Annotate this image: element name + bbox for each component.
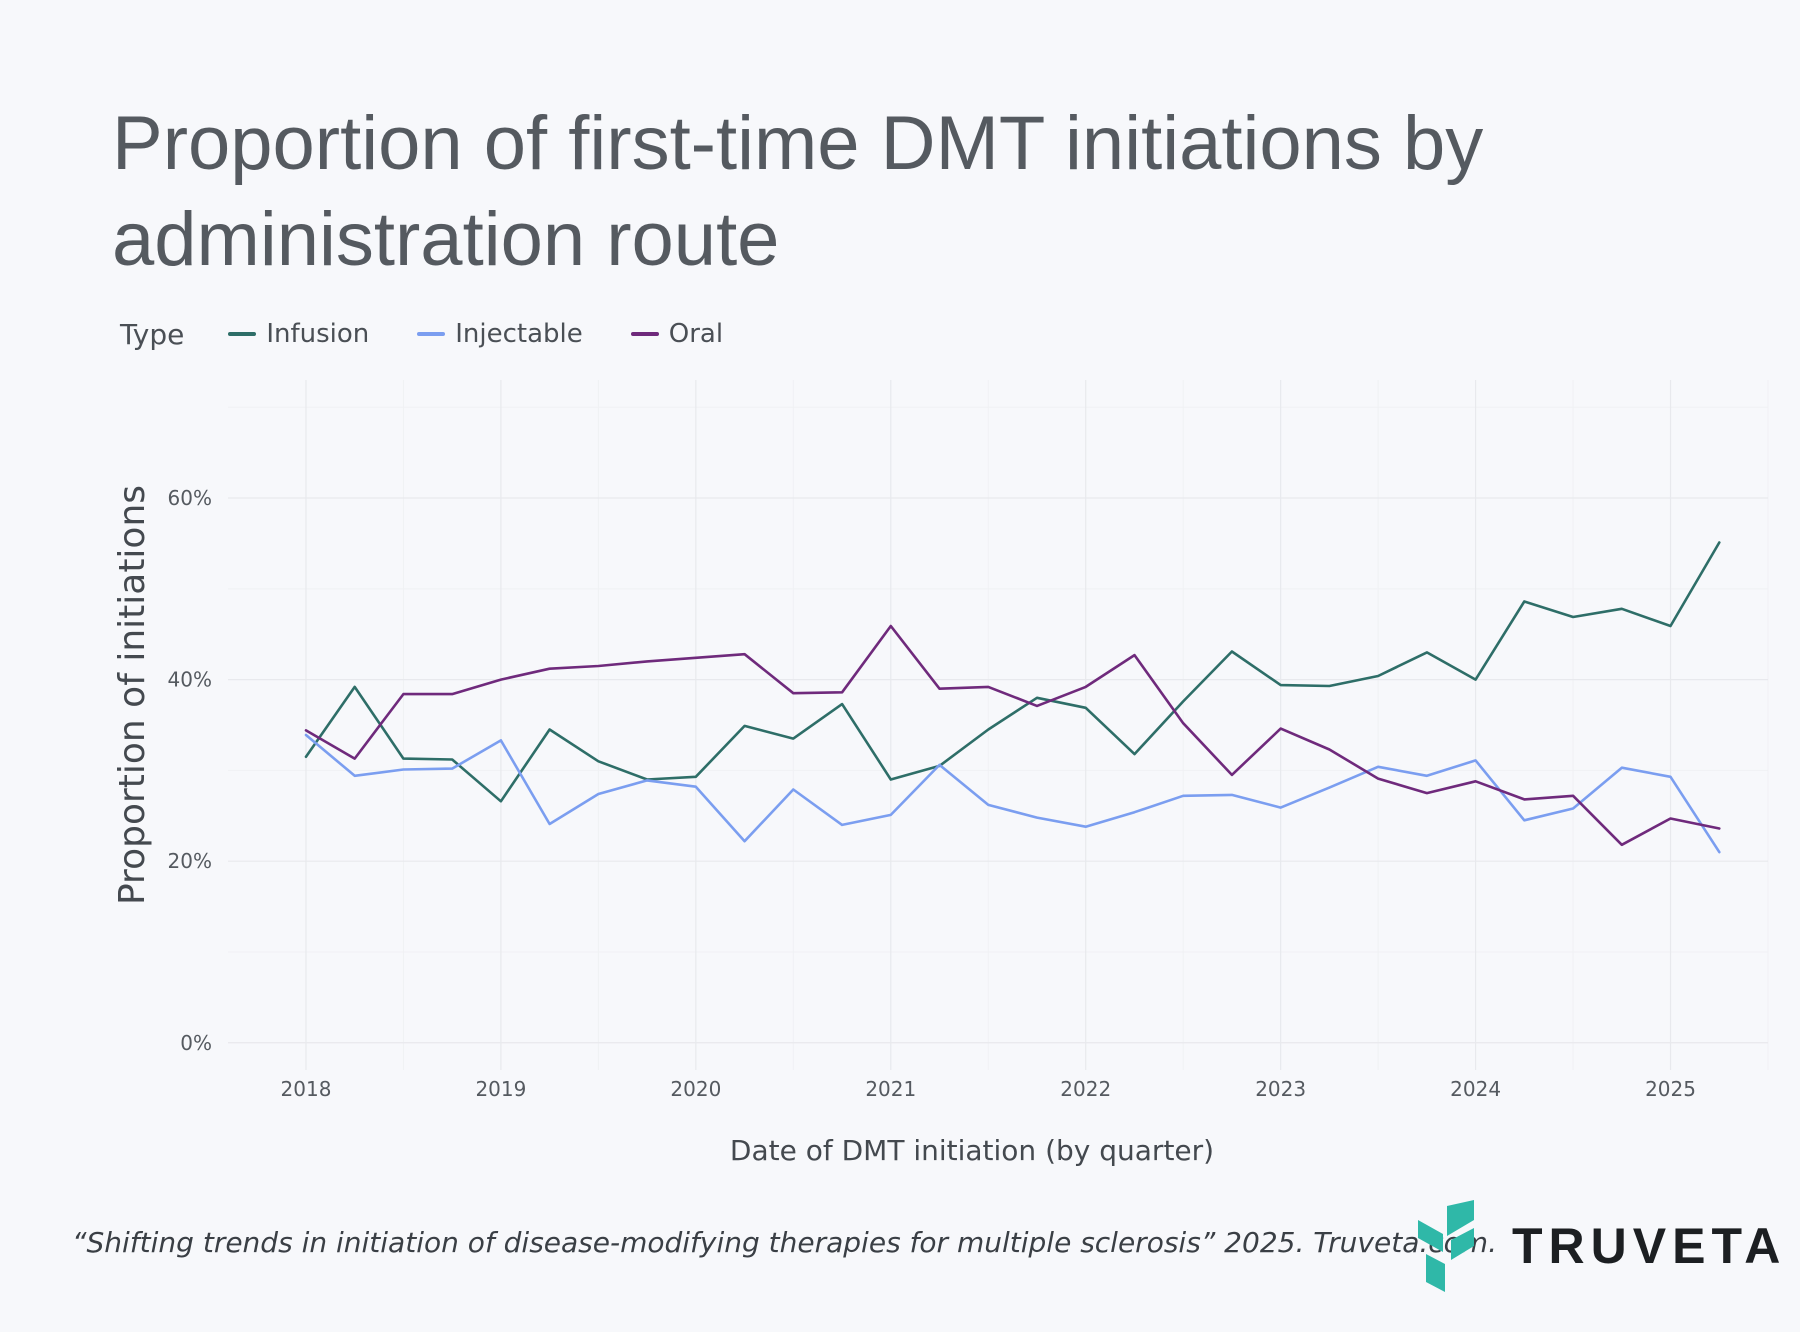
series-line-injectable [304, 733, 1721, 854]
chart-title: Proportion of first-time DMT initiations… [112, 101, 1484, 282]
citation: “Shifting trends in initiation of diseas… [72, 1226, 1497, 1259]
line-chart: 0% 20% 40% 60% 2018 2019 2020 2021 2022 2023 2024 2… [112, 380, 1769, 1167]
legend-item-infusion[interactable]: Infusion [228, 319, 369, 349]
legend-swatch-oral [630, 332, 659, 336]
legend-item-injectable[interactable]: Injectable [417, 319, 583, 349]
brand-name: TRUVETA [1512, 1218, 1787, 1274]
legend-swatch-infusion [228, 332, 257, 336]
legend-swatch-injectable [417, 332, 446, 336]
series-line-infusion [304, 541, 1721, 803]
legend-title: Type [120, 317, 185, 351]
legend-label-oral: Oral [668, 319, 724, 349]
truveta-logo: TRUVETA [1418, 1200, 1786, 1292]
x-tick-label: 2024 [1450, 1077, 1501, 1101]
series-line-oral [304, 624, 1721, 847]
legend-label-infusion: Infusion [266, 319, 370, 349]
y-tick-label: 60% [168, 486, 212, 510]
x-tick-label: 2021 [865, 1077, 916, 1101]
x-axis-title: Date of DMT initiation (by quarter) [730, 1134, 1214, 1167]
legend: Type Infusion Injectable Oral [120, 314, 771, 354]
x-tick-label: 2023 [1255, 1077, 1306, 1101]
legend-item-oral[interactable]: Oral [630, 319, 724, 349]
y-tick-label: 20% [168, 849, 212, 873]
x-tick-label: 2018 [281, 1077, 332, 1101]
x-tick-label: 2025 [1645, 1077, 1696, 1101]
x-tick-label: 2022 [1060, 1077, 1111, 1101]
y-tick-label: 40% [168, 668, 212, 692]
x-tick-label: 2020 [670, 1077, 721, 1101]
legend-label-injectable: Injectable [455, 319, 583, 349]
y-tick-label: 0% [180, 1031, 212, 1055]
truveta-logo-icon [1418, 1200, 1474, 1292]
y-axis-title: Proportion of initiations [112, 485, 153, 905]
x-tick-label: 2019 [475, 1077, 526, 1101]
